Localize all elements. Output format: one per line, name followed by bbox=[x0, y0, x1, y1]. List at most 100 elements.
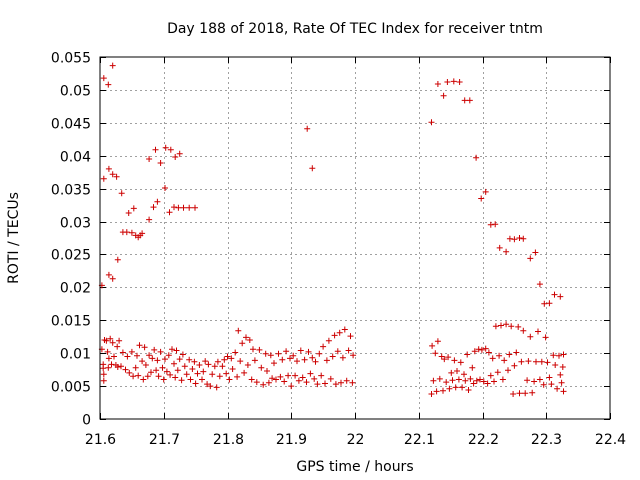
data-point bbox=[100, 75, 107, 82]
data-point bbox=[551, 291, 558, 298]
data-point bbox=[100, 377, 107, 384]
data-point bbox=[341, 326, 348, 333]
data-point bbox=[494, 369, 501, 376]
data-point bbox=[146, 216, 153, 223]
data-point bbox=[525, 358, 532, 365]
data-point bbox=[318, 372, 325, 379]
data-point bbox=[516, 390, 523, 397]
data-point bbox=[116, 337, 123, 344]
data-point bbox=[508, 323, 515, 330]
data-point bbox=[281, 378, 288, 385]
data-point bbox=[226, 376, 233, 383]
data-point bbox=[119, 349, 126, 356]
data-point bbox=[434, 81, 441, 87]
data-point bbox=[557, 371, 564, 378]
data-point bbox=[540, 381, 547, 388]
data-point bbox=[532, 249, 539, 256]
data-point bbox=[338, 379, 344, 386]
data-point bbox=[150, 204, 157, 211]
x-tick-label: 21.7 bbox=[149, 432, 180, 448]
data-point bbox=[109, 62, 116, 69]
data-point bbox=[436, 375, 443, 382]
data-point bbox=[187, 376, 194, 383]
data-point bbox=[428, 119, 435, 126]
y-tick-label: 0.015 bbox=[51, 314, 91, 330]
data-point bbox=[527, 255, 534, 262]
data-point bbox=[100, 371, 107, 378]
data-point bbox=[487, 372, 494, 379]
data-points bbox=[98, 62, 567, 397]
data-point bbox=[141, 344, 148, 351]
data-point bbox=[167, 371, 174, 378]
data-point bbox=[186, 356, 193, 363]
y-tick-label: 0.025 bbox=[51, 248, 91, 264]
chart-title: Day 188 of 2018, Rate Of TEC Index for r… bbox=[167, 21, 543, 37]
data-point bbox=[515, 323, 522, 330]
data-point bbox=[151, 346, 158, 353]
data-point bbox=[174, 367, 181, 374]
data-point bbox=[105, 271, 112, 278]
data-point bbox=[304, 125, 311, 132]
data-point bbox=[162, 144, 169, 151]
data-point bbox=[122, 366, 129, 373]
data-point bbox=[144, 373, 151, 380]
y-tick-label: 0.05 bbox=[60, 84, 91, 100]
data-point bbox=[449, 377, 456, 384]
plot-frame bbox=[99, 56, 611, 420]
data-point bbox=[179, 351, 186, 358]
data-point bbox=[157, 348, 164, 355]
data-point bbox=[432, 350, 439, 357]
data-point bbox=[207, 383, 214, 390]
data-point bbox=[541, 300, 548, 307]
data-point bbox=[113, 173, 120, 180]
data-point bbox=[269, 375, 276, 382]
data-point bbox=[332, 381, 339, 388]
data-point bbox=[465, 387, 472, 393]
data-point bbox=[544, 359, 551, 366]
data-point bbox=[128, 348, 135, 355]
y-tick-label: 0.005 bbox=[51, 380, 91, 396]
data-point bbox=[524, 377, 531, 384]
data-point bbox=[429, 342, 436, 349]
data-point bbox=[554, 385, 561, 392]
data-point bbox=[181, 363, 188, 370]
data-point bbox=[205, 361, 212, 368]
data-point bbox=[199, 376, 205, 383]
data-point bbox=[223, 370, 230, 377]
data-point bbox=[224, 353, 231, 360]
data-point bbox=[260, 381, 267, 388]
data-point bbox=[552, 362, 559, 368]
data-point bbox=[239, 340, 246, 347]
data-point bbox=[445, 354, 452, 361]
data-point bbox=[172, 374, 179, 381]
data-point bbox=[471, 348, 478, 355]
data-point bbox=[114, 364, 121, 370]
data-point bbox=[440, 387, 446, 394]
data-point bbox=[105, 364, 112, 371]
data-point bbox=[118, 190, 125, 197]
data-point bbox=[456, 79, 463, 85]
data-point bbox=[506, 235, 513, 242]
data-point bbox=[331, 332, 338, 339]
data-point bbox=[175, 204, 182, 211]
data-point bbox=[211, 363, 218, 370]
data-point bbox=[475, 346, 482, 353]
data-point bbox=[209, 371, 216, 378]
data-point bbox=[155, 373, 162, 380]
data-point bbox=[316, 350, 323, 357]
data-point bbox=[467, 375, 474, 382]
data-point bbox=[246, 337, 253, 343]
data-point bbox=[219, 363, 226, 370]
data-point bbox=[461, 371, 467, 378]
data-point bbox=[271, 360, 277, 367]
data-point bbox=[165, 352, 172, 359]
data-point bbox=[345, 347, 352, 354]
data-point bbox=[140, 376, 147, 383]
data-point bbox=[469, 364, 476, 371]
data-point bbox=[513, 349, 520, 356]
data-point bbox=[152, 146, 159, 153]
data-point bbox=[428, 391, 435, 397]
data-point bbox=[548, 381, 555, 388]
data-point bbox=[105, 355, 112, 362]
data-point bbox=[180, 204, 187, 211]
